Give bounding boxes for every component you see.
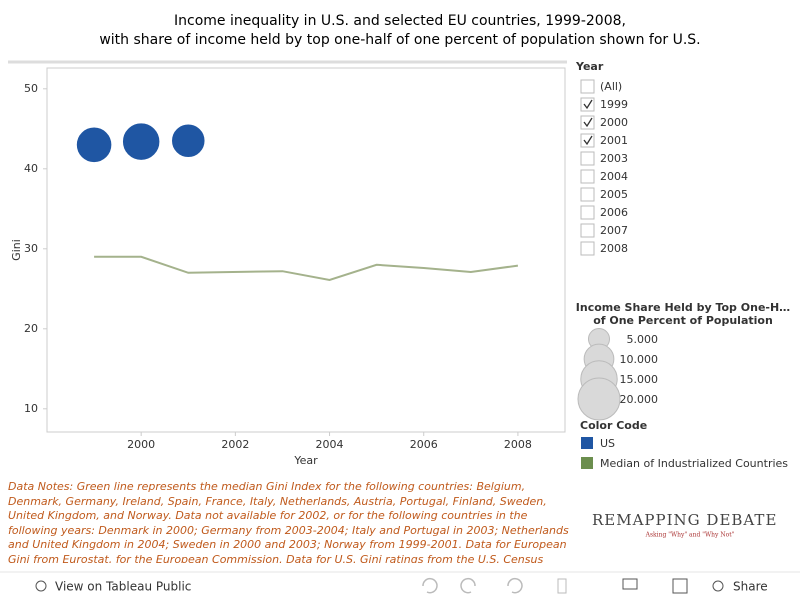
x-tick-label: 2000 xyxy=(127,438,155,451)
check-mark xyxy=(583,135,593,146)
legend-swatch xyxy=(581,457,593,469)
checkbox[interactable] xyxy=(580,97,595,112)
legend-label: US xyxy=(600,437,615,450)
chart-title: with share of income held by top one-hal… xyxy=(99,32,700,48)
checkbox[interactable] xyxy=(580,205,595,220)
size-legend-label: 5.000 xyxy=(627,333,659,346)
bubble xyxy=(75,126,113,164)
icon xyxy=(35,580,47,592)
checkbox[interactable] xyxy=(580,115,595,130)
checkbox[interactable] xyxy=(580,241,595,256)
y-tick-label: 50 xyxy=(24,82,38,95)
checkbox[interactable] xyxy=(580,223,595,238)
revert-icon[interactable] xyxy=(507,577,523,594)
filter-option[interactable]: 2001 xyxy=(600,134,628,147)
check-mark xyxy=(583,117,593,128)
filter-option[interactable]: 1999 xyxy=(600,98,628,111)
size-legend-title: Income Share Held by Top One-H… xyxy=(576,301,790,314)
size-legend-label: 15.000 xyxy=(620,373,659,386)
share-link[interactable]: Share xyxy=(733,580,768,594)
bubble xyxy=(121,121,161,162)
checkbox[interactable] xyxy=(580,151,595,166)
icon xyxy=(712,580,724,592)
size-legend-label: 20.000 xyxy=(620,393,659,406)
filter-title: Year xyxy=(575,60,604,73)
filter-option[interactable]: 2007 xyxy=(600,224,628,237)
y-tick-label: 30 xyxy=(24,242,38,255)
filter-option[interactable]: (All) xyxy=(600,80,622,93)
filter-option[interactable]: 2005 xyxy=(600,188,628,201)
x-axis-label: Year xyxy=(293,454,318,467)
checkbox[interactable] xyxy=(580,187,595,202)
x-tick-label: 2004 xyxy=(316,438,344,451)
checkbox[interactable] xyxy=(580,79,595,94)
check-mark xyxy=(583,99,593,110)
y-tick-label: 40 xyxy=(24,162,38,175)
checkbox[interactable] xyxy=(580,133,595,148)
filter-option[interactable]: 2003 xyxy=(600,152,628,165)
fullscreen-icon[interactable] xyxy=(672,578,688,594)
redo-icon[interactable] xyxy=(460,577,476,594)
bubble xyxy=(170,123,207,159)
x-tick-label: 2006 xyxy=(410,438,438,451)
undo-icon[interactable] xyxy=(422,577,438,594)
median-line xyxy=(94,255,519,282)
filter-option[interactable]: 2004 xyxy=(600,170,628,183)
brand-name: REMAPPING DEBATE xyxy=(592,511,777,529)
y-axis-label: Gini xyxy=(10,239,23,261)
x-tick-label: 2002 xyxy=(221,438,249,451)
color-legend-title: Color Code xyxy=(580,419,647,432)
y-tick-label: 10 xyxy=(24,402,38,415)
filter-option[interactable]: 2000 xyxy=(600,116,628,129)
view-button[interactable]: View on Tableau Public xyxy=(35,580,191,594)
size-legend-title: of One Percent of Population xyxy=(593,314,773,327)
filter-option[interactable]: 2006 xyxy=(600,206,628,219)
filter-option[interactable]: 2008 xyxy=(600,242,628,255)
size-legend-circle xyxy=(577,377,621,421)
share-button[interactable]: Share xyxy=(712,580,768,594)
view-link[interactable]: View on Tableau Public xyxy=(55,580,191,594)
x-tick-label: 2008 xyxy=(504,438,532,451)
size-legend-label: 10.000 xyxy=(620,353,659,366)
pause-icon[interactable] xyxy=(557,578,567,594)
checkbox[interactable] xyxy=(580,169,595,184)
legend-swatch xyxy=(581,437,593,449)
data-notes: Data Notes: Green line represents the me… xyxy=(8,480,569,563)
y-tick-label: 20 xyxy=(24,322,38,335)
legend-label: Median of Industrialized Countries xyxy=(600,457,788,470)
plot-area xyxy=(46,67,566,433)
chart-title: Income inequality in U.S. and selected E… xyxy=(174,13,626,29)
download-icon[interactable] xyxy=(622,578,638,590)
brand-tagline: Asking "Why" and "Why Not" xyxy=(645,532,735,539)
